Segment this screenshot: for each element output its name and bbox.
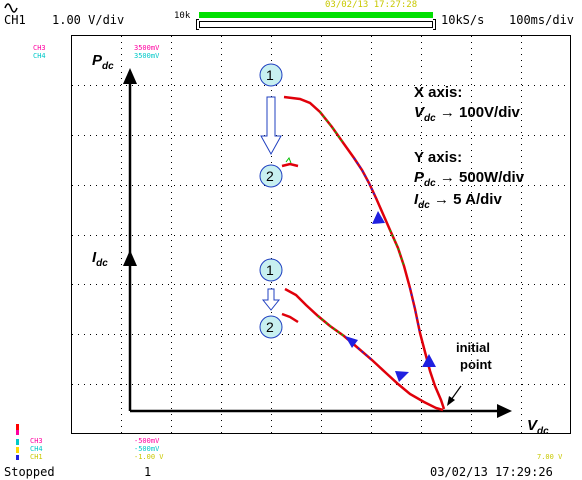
bot-ch4-value: -500mV (134, 445, 160, 453)
pdc-point-2 (281, 162, 299, 168)
grid-lines (72, 36, 570, 433)
channel-color-ch3 (16, 430, 19, 435)
x-axis-arrowhead (497, 404, 512, 418)
vdc-label: Vdc (527, 417, 549, 437)
channel-color-red (16, 424, 19, 430)
idc-trace-blue (357, 347, 373, 361)
pdc-trace-green-2 (389, 229, 405, 267)
page-number: 1 (144, 465, 152, 479)
channel-color-ch1 (16, 447, 19, 453)
pdc-trace-blue-2 (409, 287, 421, 334)
marker-1: 1 (266, 67, 274, 83)
y-axis-p-scale-line: Pdc → 500W/div (414, 169, 525, 189)
x-axis-scale-line: Vdc → 100V/div (414, 104, 520, 124)
y-axis-title: Y axis: (414, 149, 463, 166)
top-ch3-label: CH3 (33, 44, 46, 52)
time-per-div: 100ms/div (509, 13, 575, 27)
pdc-label: Pdc (92, 52, 114, 72)
down-arrow-icon (261, 288, 281, 311)
y-axis-top-arrowhead (123, 68, 137, 84)
footer-timestamp: 03/02/13 17:29:26 (430, 465, 553, 479)
marker-2-circle (259, 164, 283, 188)
bot-ch1-label: CH1 (30, 453, 43, 461)
idc-label: Idc (92, 249, 108, 269)
top-ch3-value: 3500mV (134, 44, 160, 52)
marker-1-circle (259, 63, 283, 87)
record-bar-left-bracket (196, 19, 199, 30)
pdc-trace (283, 95, 446, 410)
direction-arrow-icon (422, 354, 436, 367)
initial-point-pointer-head (447, 396, 455, 406)
y-axis-mid-arrowhead (123, 250, 137, 266)
top-ch4-value: 3500mV (134, 52, 160, 60)
idc-trace-green (317, 315, 345, 337)
marker-2b-circle (259, 315, 283, 339)
marker-2b: 2 (266, 319, 274, 335)
bot-ch3-label: CH3 (30, 437, 43, 445)
idc-trace (284, 287, 444, 412)
marker-1b-circle (259, 258, 283, 282)
direction-arrow-icon (395, 371, 409, 382)
down-arrow-icon (260, 96, 282, 156)
trigger-time: 03/02/13 17:27:28 (325, 0, 418, 10)
y-axis-i-scale-line: Idc → 5 A/div (414, 191, 502, 211)
x-axis-title: X axis: (414, 84, 463, 101)
initial-label: initial (456, 340, 490, 355)
record-bar-right-bracket (433, 19, 436, 30)
direction-arrow-icon (345, 336, 358, 348)
initial-point-pointer (450, 385, 462, 401)
bot-ch3-value: -500mV (134, 437, 160, 445)
plot-frame (71, 35, 571, 434)
marker-2: 2 (266, 168, 274, 184)
sample-rate: 10kS/s (441, 13, 485, 27)
record-bar (199, 21, 433, 28)
record-progress (199, 12, 433, 18)
pdc-trace-green (319, 111, 345, 145)
pdc-trace-blue (353, 157, 377, 199)
status-text: Stopped (4, 465, 55, 479)
top-ch4-label: CH4 (33, 52, 46, 60)
channel-label: CH1 (4, 13, 26, 27)
bot-ch1-value: -1.00 V (134, 453, 164, 461)
marker-1b: 1 (266, 262, 274, 278)
idc-point-2 (281, 312, 299, 324)
volts-per-div: 1.00 V/div (52, 13, 125, 27)
point-label: point (460, 357, 492, 372)
channel-color-blue (16, 455, 19, 460)
memory-length: 10k (174, 11, 191, 21)
pdc-point-2-noise (285, 156, 292, 164)
x-end-value: 7.00 V (537, 453, 563, 461)
direction-arrow-icon (372, 211, 385, 224)
bot-ch4-label: CH4 (30, 445, 43, 453)
ac-coupling-icon (4, 3, 18, 13)
channel-color-ch4 (16, 439, 19, 445)
